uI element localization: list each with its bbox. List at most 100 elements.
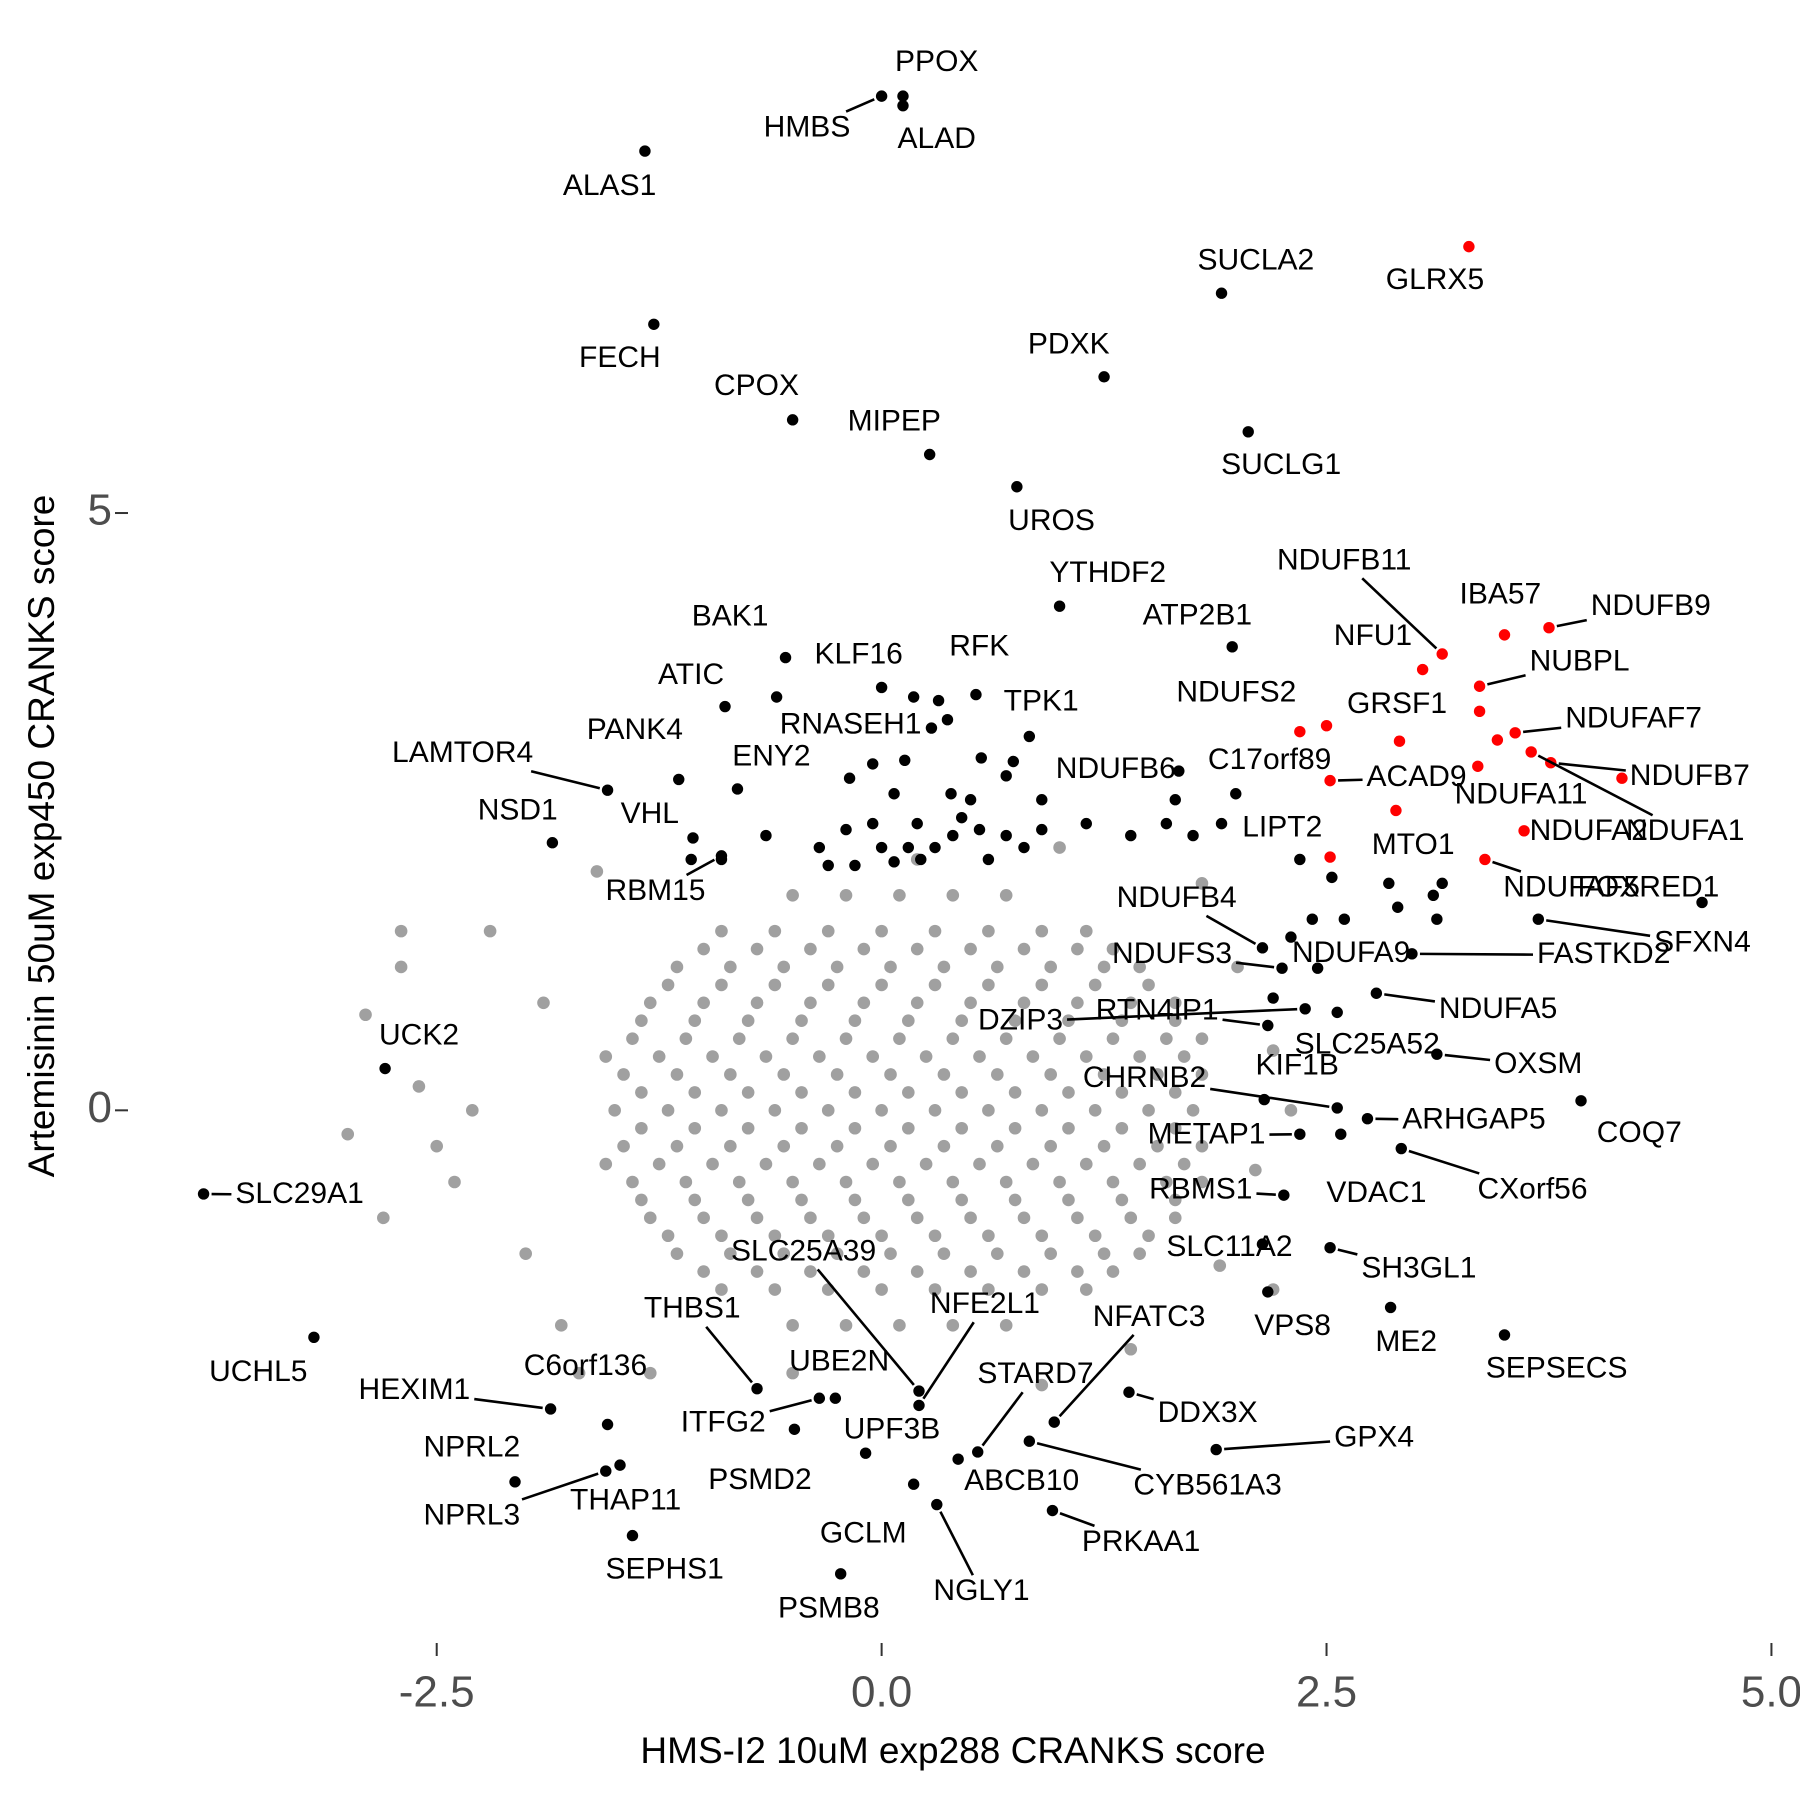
point (857, 942, 871, 956)
leader-line (1210, 1087, 1330, 1109)
point-label: NDUFB7 (1630, 759, 1750, 792)
point-label: NDUFB6 (1056, 752, 1176, 785)
point (394, 924, 408, 938)
point (830, 1139, 844, 1153)
leader-line (530, 769, 601, 790)
point (673, 773, 685, 786)
point-label: TPK1 (1004, 684, 1079, 717)
point-label: MTO1 (1372, 828, 1455, 861)
point (688, 1121, 702, 1135)
point (1035, 1229, 1049, 1243)
point (1142, 1104, 1155, 1117)
leader-line (1537, 754, 1654, 817)
point (1436, 648, 1448, 660)
point-label: NDUFB9 (1591, 589, 1711, 622)
point (448, 1175, 461, 1189)
leader-line (1337, 1248, 1358, 1256)
point (590, 865, 604, 878)
point (1023, 730, 1036, 743)
point (768, 924, 782, 938)
point (1230, 788, 1242, 800)
point (1097, 1139, 1111, 1153)
point (1395, 1142, 1407, 1155)
point (1491, 734, 1504, 746)
point-label: VHL (621, 797, 679, 830)
point (848, 1086, 862, 1099)
point (857, 1211, 871, 1225)
point (697, 1265, 710, 1278)
point (1115, 1121, 1129, 1135)
point (1256, 942, 1269, 954)
leader-line (705, 1325, 753, 1384)
point (670, 1139, 684, 1153)
point-label: NGLY1 (933, 1574, 1029, 1607)
point (1195, 1175, 1209, 1189)
point (1142, 1229, 1155, 1243)
point (1036, 823, 1048, 836)
point (635, 1193, 648, 1207)
point (884, 1247, 897, 1260)
point (1249, 1163, 1262, 1177)
point-label: HMBS (764, 110, 851, 143)
point (910, 1211, 924, 1225)
point (888, 856, 900, 868)
point-label: C6orf136 (524, 1349, 647, 1382)
point (635, 1121, 648, 1135)
point-label: ALAS1 (563, 169, 656, 202)
point (1000, 770, 1012, 782)
point (990, 1247, 1004, 1260)
point (866, 1050, 880, 1063)
point (1436, 877, 1448, 890)
point (786, 414, 799, 426)
point (1115, 1086, 1129, 1099)
point (884, 1139, 897, 1153)
point (1361, 1112, 1374, 1125)
point (830, 1247, 844, 1260)
point (1079, 1283, 1093, 1296)
point (867, 758, 879, 770)
point (394, 960, 408, 974)
point-label: GRSF1 (1347, 687, 1447, 720)
point (1017, 942, 1031, 956)
point (1543, 622, 1555, 634)
leader-line (1059, 1512, 1095, 1528)
leader-line (1487, 674, 1526, 686)
point-label: SEPSECS (1486, 1351, 1628, 1384)
point (1044, 960, 1057, 974)
point (197, 1188, 210, 1200)
point (923, 448, 936, 461)
point-label: NDUFB4 (1117, 881, 1237, 914)
point (715, 1229, 728, 1243)
point (1324, 851, 1336, 863)
point (875, 681, 888, 694)
leader-line (1558, 762, 1626, 772)
point (804, 1211, 817, 1225)
point-label: RBM15 (605, 874, 705, 907)
point (1525, 746, 1537, 758)
point (679, 1175, 693, 1189)
point-label: FOXRED1 (1578, 870, 1720, 903)
point (1324, 1242, 1336, 1254)
point-label: NFU1 (1334, 619, 1412, 652)
point (1079, 1157, 1093, 1171)
point (715, 978, 728, 992)
point (759, 1050, 773, 1063)
point (1294, 853, 1306, 866)
point (1479, 853, 1491, 866)
point (1472, 760, 1484, 772)
point (643, 1211, 657, 1225)
point (483, 924, 497, 938)
point (1000, 829, 1012, 842)
point (1195, 1068, 1209, 1081)
leader-line (1058, 1333, 1135, 1418)
point-label: RBMS1 (1149, 1172, 1252, 1205)
point-label: NDUFA1 (1626, 814, 1744, 847)
point (857, 996, 871, 1010)
point (821, 1229, 835, 1243)
point (1026, 1050, 1040, 1063)
point (601, 784, 614, 796)
point-label: PDXK (1028, 327, 1110, 360)
point (1383, 877, 1395, 890)
point (1498, 1329, 1511, 1341)
point (1053, 600, 1066, 612)
